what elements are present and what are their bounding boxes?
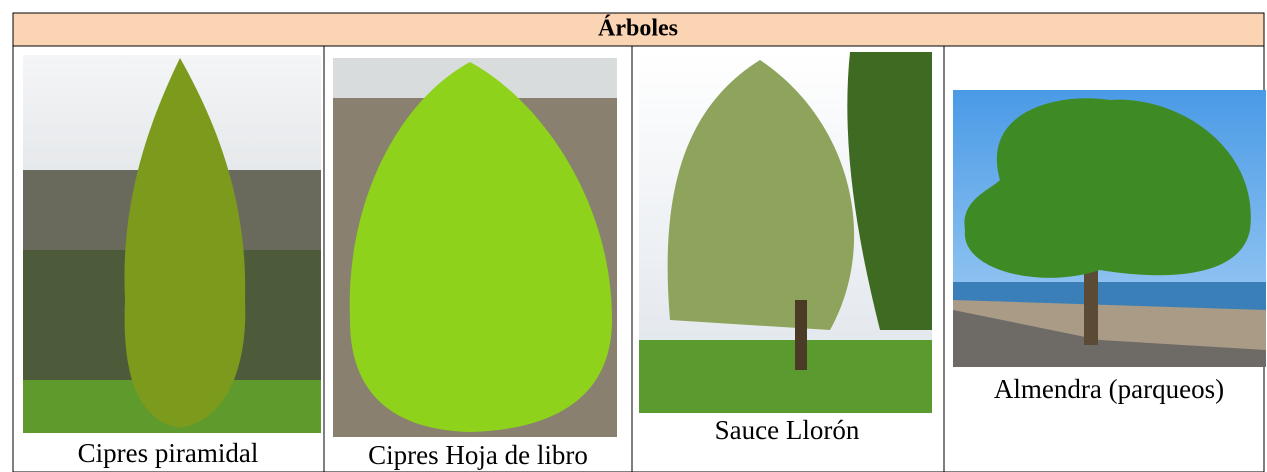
photo-sauce-lloron	[639, 52, 932, 413]
table-title: Árboles	[598, 16, 678, 42]
caption: Almendra (parqueos)	[994, 374, 1224, 404]
photo-cipres-hoja-de-libro	[333, 58, 617, 437]
photo-cipres-piramidal	[23, 55, 321, 433]
header-cell	[12, 12, 1265, 47]
photo-almendra	[953, 90, 1266, 367]
caption: Sauce Llorón	[715, 415, 860, 445]
caption: Cipres piramidal	[78, 438, 259, 468]
caption: Cipres Hoja de libro	[368, 440, 588, 470]
